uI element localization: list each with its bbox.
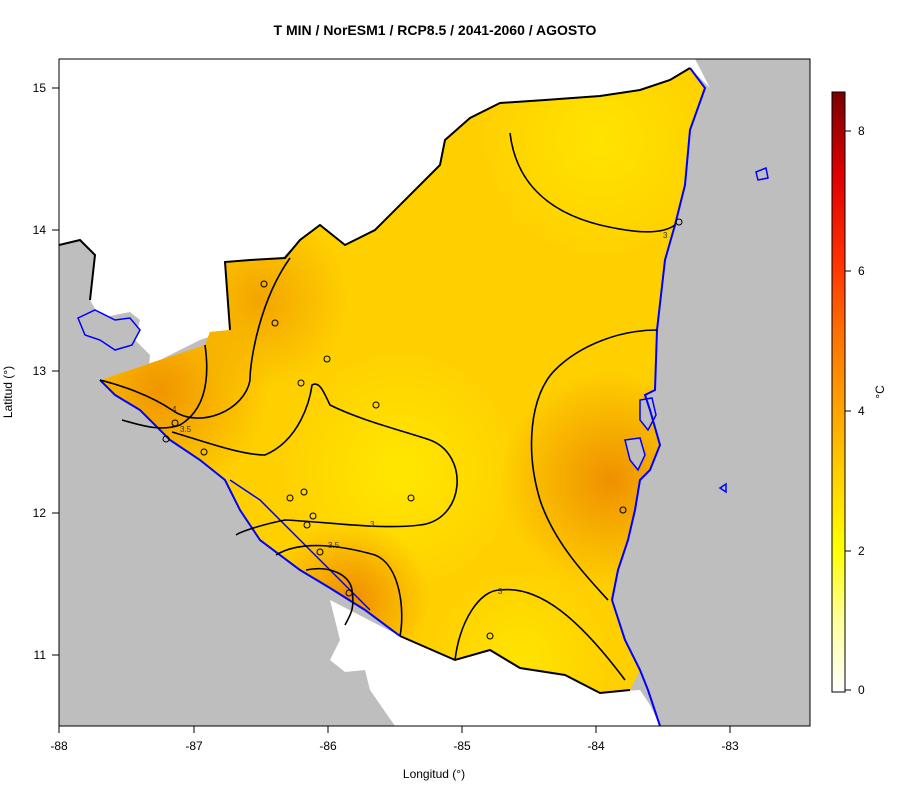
contour-label-4: 4 bbox=[172, 405, 177, 414]
islands bbox=[718, 166, 769, 494]
x-tick-label: -84 bbox=[587, 739, 605, 753]
lake-nicaragua bbox=[229, 479, 371, 611]
contour-nw-35 bbox=[121, 344, 208, 429]
contour-sw-35 bbox=[275, 544, 403, 637]
costa-rica-land bbox=[330, 600, 810, 726]
colorbar: 8 6 4 2 0 °C bbox=[831, 91, 887, 697]
contour-label-35b: 3.5 bbox=[328, 541, 340, 550]
map-title: T MIN / NorESM1 / RCP8.5 / 2041-2060 / A… bbox=[274, 22, 597, 38]
x-tick-label: -86 bbox=[319, 739, 337, 753]
station-point bbox=[407, 494, 415, 502]
station-point bbox=[286, 494, 294, 502]
map-plot-area: 4 3.5 3 3.5 3 3 bbox=[59, 59, 810, 726]
station-point bbox=[260, 280, 268, 288]
bluefields-lagoon bbox=[624, 437, 646, 472]
station-point bbox=[303, 521, 311, 529]
station-point bbox=[486, 632, 494, 640]
contour-label-3c: 3 bbox=[498, 587, 503, 596]
pacific-coastline bbox=[99, 379, 401, 637]
x-tick-label: -83 bbox=[721, 739, 739, 753]
contour-label-3a: 3 bbox=[370, 520, 375, 529]
contour-label-3b: 3 bbox=[663, 231, 668, 240]
y-axis-title: Latitud (°) bbox=[1, 366, 15, 418]
y-tick-label: 13 bbox=[33, 364, 47, 378]
colorbar-tick-label: 2 bbox=[858, 544, 865, 558]
colorbar-scale bbox=[831, 91, 846, 693]
colorbar-tick-label: 0 bbox=[858, 683, 865, 697]
station-point bbox=[200, 448, 208, 456]
station-point bbox=[316, 548, 324, 556]
station-point bbox=[675, 218, 683, 226]
x-tick-label: -87 bbox=[185, 739, 203, 753]
colorbar-tick-label: 6 bbox=[858, 264, 865, 278]
contour-lines bbox=[99, 132, 676, 681]
station-point bbox=[619, 506, 627, 514]
plot-frame bbox=[58, 58, 811, 727]
colorbar-unit: °C bbox=[873, 385, 887, 399]
y-tick-label: 15 bbox=[33, 81, 47, 95]
station-point bbox=[323, 355, 331, 363]
station-point bbox=[372, 401, 380, 409]
x-tick-label: -85 bbox=[453, 739, 471, 753]
x-axis: -88 -87 -86 -85 -84 -83 Longitud (°) bbox=[50, 726, 739, 781]
station-point bbox=[171, 419, 179, 427]
contour-north-3 bbox=[509, 132, 676, 233]
station-point bbox=[271, 319, 279, 327]
contour-label-35: 3.5 bbox=[180, 425, 192, 434]
contour-sw-4 bbox=[305, 568, 354, 626]
station-point bbox=[300, 488, 308, 496]
y-tick-label: 12 bbox=[33, 506, 47, 520]
contour-central-3 bbox=[171, 383, 458, 536]
contour-labels: 4 3.5 3 3.5 3 3 bbox=[172, 231, 668, 596]
colorbar-tick-label: 4 bbox=[858, 404, 865, 418]
y-tick-label: 14 bbox=[33, 223, 47, 237]
x-tick-label: -88 bbox=[50, 739, 68, 753]
contour-south-3 bbox=[454, 588, 626, 681]
y-axis: 15 14 13 12 11 Latitud (°) bbox=[1, 81, 59, 662]
station-point bbox=[162, 435, 170, 443]
contour-east-3 bbox=[530, 329, 658, 601]
colorbar-tick-label: 8 bbox=[858, 124, 865, 138]
gulf-fonseca bbox=[77, 309, 141, 351]
station-point bbox=[309, 512, 317, 520]
station-point bbox=[297, 379, 305, 387]
caribbean-coastline bbox=[610, 67, 707, 726]
pearl-lagoon bbox=[639, 397, 657, 432]
x-axis-title: Longitud (°) bbox=[403, 767, 465, 781]
contour-nw-3 bbox=[99, 257, 291, 419]
station-point bbox=[345, 589, 353, 597]
stations bbox=[162, 218, 683, 640]
y-tick-label: 11 bbox=[34, 648, 47, 662]
